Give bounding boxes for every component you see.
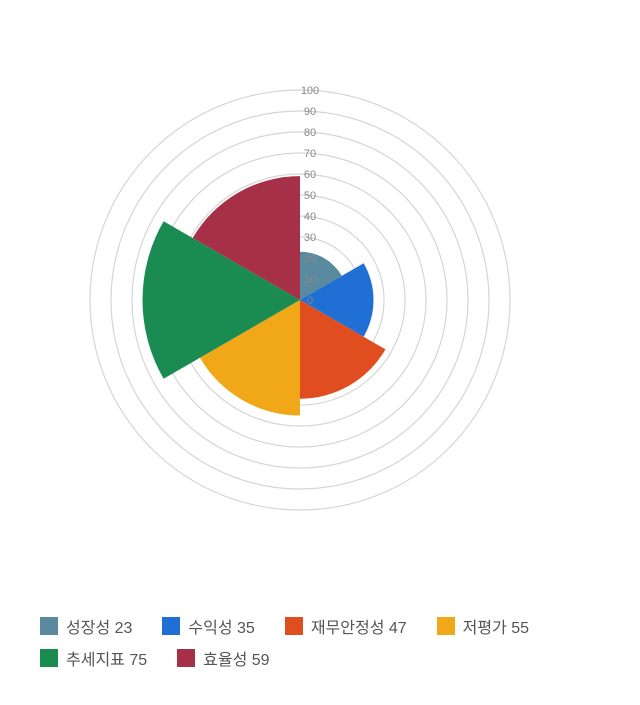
legend-label: 저평가 55 bbox=[463, 614, 529, 638]
axis-tick-label: 90 bbox=[304, 106, 316, 118]
legend-swatch bbox=[162, 617, 180, 635]
legend-swatch bbox=[177, 649, 195, 667]
legend-label: 수익성 35 bbox=[188, 614, 254, 638]
axis-tick-label: 0 bbox=[307, 295, 313, 307]
legend-label: 추세지표 75 bbox=[66, 646, 147, 670]
legend-item: 성장성 23 bbox=[40, 614, 132, 638]
axis-tick-label: 10 bbox=[304, 274, 316, 286]
legend-item: 수익성 35 bbox=[162, 614, 254, 638]
axis-tick-label: 80 bbox=[304, 127, 316, 139]
legend-label: 성장성 23 bbox=[66, 614, 132, 638]
legend-swatch bbox=[40, 617, 58, 635]
axis-tick-label: 30 bbox=[304, 232, 316, 244]
legend-swatch bbox=[40, 649, 58, 667]
legend-swatch bbox=[285, 617, 303, 635]
axis-tick-label: 60 bbox=[304, 169, 316, 181]
legend-item: 저평가 55 bbox=[437, 614, 529, 638]
chart-svg: 0 10 20 30 40 50 60 70 80 90 100 bbox=[0, 0, 640, 700]
axis-tick-label: 70 bbox=[304, 148, 316, 160]
legend-item: 추세지표 75 bbox=[40, 646, 147, 670]
legend-label: 재무안정성 47 bbox=[311, 614, 407, 638]
axis-tick-label: 40 bbox=[304, 211, 316, 223]
legend: 성장성 23 수익성 35 재무안정성 47 저평가 55 추세지표 75 효율성 59 bbox=[40, 614, 600, 670]
chart-slices bbox=[143, 176, 386, 415]
legend-swatch bbox=[437, 617, 455, 635]
axis-tick-label: 50 bbox=[304, 190, 316, 202]
polar-chart-container: 0 10 20 30 40 50 60 70 80 90 100 bbox=[0, 0, 640, 700]
legend-item: 효율성 59 bbox=[177, 646, 269, 670]
legend-item: 재무안정성 47 bbox=[285, 614, 407, 638]
axis-tick-label: 20 bbox=[304, 253, 316, 265]
axis-tick-label: 100 bbox=[301, 85, 319, 97]
legend-label: 효율성 59 bbox=[203, 646, 269, 670]
